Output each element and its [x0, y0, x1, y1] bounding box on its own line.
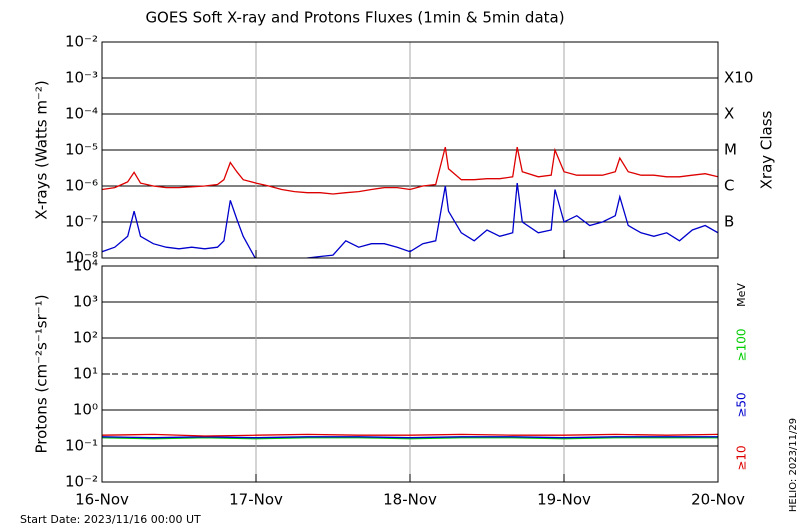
x-tick-label: 18-Nov — [383, 491, 437, 509]
y2-tick-label: C — [724, 177, 734, 195]
plot-area — [102, 146, 718, 258]
y-tick-label: 10³ — [73, 293, 98, 311]
y2-axis-label: Xray Class — [758, 110, 776, 189]
series-line — [102, 183, 718, 258]
y2-tick-label: B — [724, 213, 734, 231]
y-tick-label: 10⁻² — [65, 33, 98, 51]
series-line — [102, 146, 718, 195]
legend-entry: ≥100 — [735, 329, 749, 362]
y-tick-label: 10⁰ — [73, 401, 98, 419]
series-line — [102, 437, 718, 440]
y-tick-label: 10⁻⁶ — [65, 177, 98, 195]
x-tick-label: 17-Nov — [229, 491, 283, 509]
y-axis-label: Protons (cm⁻²s⁻¹sr⁻¹) — [33, 294, 51, 453]
y-tick-label: 10⁻⁷ — [65, 213, 98, 231]
series-line — [102, 433, 718, 437]
chart-title: GOES Soft X-ray and Protons Fluxes (1min… — [145, 9, 564, 27]
y-tick-label: 10⁻¹ — [65, 437, 98, 455]
y-tick-label: 10¹ — [73, 365, 98, 383]
y2-tick-label: M — [724, 141, 737, 159]
y-tick-label: 10² — [73, 329, 98, 347]
x-tick-label: 20-Nov — [691, 491, 745, 509]
series-line — [102, 436, 718, 439]
y-tick-label: 10⁴ — [73, 257, 98, 275]
y-tick-label: 10⁻⁵ — [65, 141, 98, 159]
credit: HELIO: 2023/11/29 — [788, 418, 799, 512]
plot-frame — [101, 265, 719, 483]
x-tick-label: 16-Nov — [75, 491, 129, 509]
units-label: MeV — [735, 283, 748, 307]
y-tick-label: 10⁻³ — [65, 69, 98, 87]
plot-area — [102, 433, 718, 440]
y2-tick-label: X10 — [724, 69, 753, 87]
legend-entry: ≥50 — [735, 392, 749, 417]
y2-tick-label: X — [724, 105, 734, 123]
y-tick-label: 10⁻⁴ — [65, 105, 98, 123]
start-date: Start Date: 2023/11/16 00:00 UT — [20, 513, 201, 526]
plot-frame — [101, 41, 719, 259]
y-tick-label: 10⁻⁸ — [65, 249, 98, 267]
y-axis-label: X-rays (Watts m⁻²) — [33, 80, 51, 219]
y-tick-label: 10⁻² — [65, 473, 98, 491]
x-tick-label: 19-Nov — [537, 491, 591, 509]
legend-entry: ≥10 — [735, 445, 749, 470]
